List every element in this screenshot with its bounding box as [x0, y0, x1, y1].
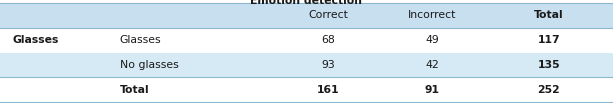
Text: 93: 93 — [321, 60, 335, 70]
Text: 161: 161 — [317, 85, 339, 95]
Text: 42: 42 — [425, 60, 439, 70]
Text: 135: 135 — [538, 60, 560, 70]
Text: 49: 49 — [425, 35, 439, 45]
Bar — [0, 77, 613, 102]
Bar — [0, 28, 613, 53]
Text: Total: Total — [534, 10, 563, 20]
Text: 91: 91 — [425, 85, 440, 95]
Text: Incorrect: Incorrect — [408, 10, 456, 20]
Text: 68: 68 — [321, 35, 335, 45]
Bar — [0, 53, 613, 77]
Text: 117: 117 — [538, 35, 560, 45]
Text: Glasses: Glasses — [12, 35, 59, 45]
Text: No glasses: No glasses — [120, 60, 178, 70]
Text: Glasses: Glasses — [120, 35, 161, 45]
Text: 252: 252 — [537, 85, 560, 95]
Bar — [0, 3, 613, 28]
Text: Correct: Correct — [308, 10, 348, 20]
Text: Total: Total — [120, 85, 149, 95]
Text: Emotion detection: Emotion detection — [251, 0, 362, 6]
